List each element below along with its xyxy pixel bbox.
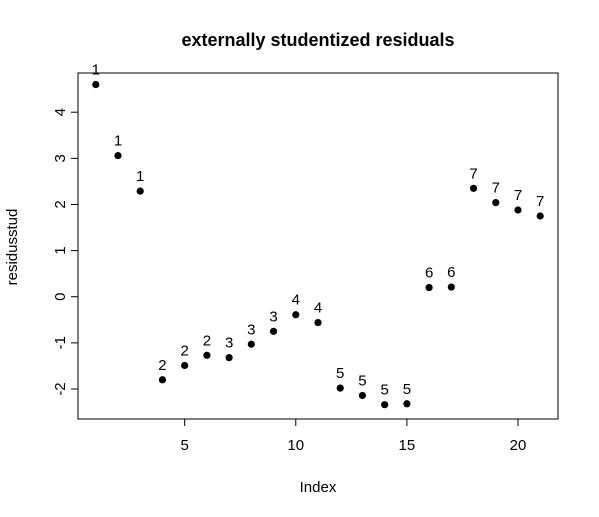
- point-label: 1: [114, 133, 122, 150]
- x-tick-label: 5: [180, 437, 188, 454]
- y-tick-label: -1: [52, 336, 69, 349]
- data-point: [336, 384, 344, 392]
- data-point: [425, 283, 433, 292]
- chart-title: externally studentized residuals: [181, 30, 454, 50]
- point-label: 6: [447, 264, 455, 281]
- y-tick-label: 0: [52, 293, 69, 301]
- data-point: [136, 187, 144, 195]
- data-point: [492, 199, 500, 207]
- y-tick-label: 3: [52, 154, 69, 162]
- point-label: 7: [514, 187, 522, 204]
- y-tick-label: 2: [52, 200, 69, 208]
- data-point: [247, 340, 255, 348]
- point-label: 4: [292, 292, 300, 309]
- x-axis: 5 10 15 20: [180, 418, 527, 454]
- point-label: 3: [225, 335, 233, 352]
- y-tick-label: -2: [52, 382, 69, 395]
- y-tick-label: 4: [52, 108, 69, 116]
- data-point: [447, 283, 455, 291]
- data-point: [358, 391, 367, 400]
- data-point: [403, 400, 411, 408]
- point-label: 1: [136, 168, 144, 185]
- point-label: 4: [314, 300, 322, 317]
- data-point: [114, 151, 122, 160]
- data-point: [514, 206, 522, 214]
- point-label: 2: [203, 332, 211, 349]
- data-point: [469, 184, 478, 192]
- point-label: 7: [492, 180, 500, 197]
- point-label: 2: [180, 342, 188, 359]
- point-label: 5: [358, 372, 366, 389]
- x-axis-label: Index: [300, 479, 337, 496]
- point-label: 7: [469, 165, 477, 182]
- data-point: [225, 354, 233, 362]
- y-axis-label: residusstud: [4, 209, 21, 286]
- point-label: 1: [92, 62, 100, 79]
- point-label: 3: [269, 308, 277, 325]
- data-point: [158, 376, 167, 384]
- data-point: [203, 351, 211, 359]
- data-point: [536, 212, 544, 220]
- point-label: 5: [336, 365, 344, 382]
- data-point: [269, 327, 278, 335]
- data-point: [92, 80, 100, 89]
- y-axis: -2 -1 0 1 2 3 4: [52, 108, 79, 396]
- x-tick-label: 15: [399, 437, 416, 454]
- y-tick-label: 1: [52, 246, 69, 254]
- point-label: 7: [536, 193, 544, 210]
- plot-frame: [77, 72, 559, 420]
- point-label: 2: [158, 357, 166, 374]
- data-points: [92, 80, 544, 409]
- data-point: [381, 401, 389, 409]
- data-point: [314, 318, 322, 327]
- point-label: 6: [425, 265, 433, 282]
- point-label: 5: [380, 382, 388, 399]
- point-label: 5: [403, 381, 411, 398]
- data-point: [292, 311, 300, 319]
- x-tick-label: 20: [510, 437, 527, 454]
- point-label: 3: [247, 321, 255, 338]
- data-point: [181, 361, 189, 370]
- x-tick-label: 10: [287, 437, 304, 454]
